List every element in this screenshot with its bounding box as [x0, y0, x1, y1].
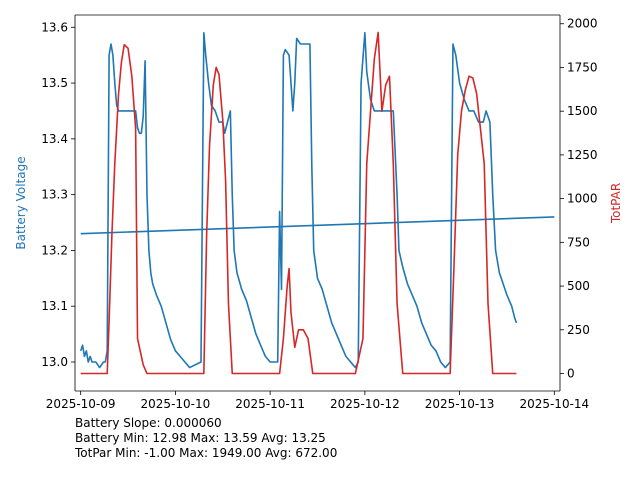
right-y-tick-label: 500: [567, 279, 590, 293]
right-y-tick-label: 0: [567, 367, 575, 381]
left-y-axis-label: Battery Voltage: [14, 156, 28, 249]
left-y-ticks: 13.0 13.1 13.2 13.3 13.4 13.5 13.6: [41, 20, 75, 369]
left-y-tick-label: 13.1: [41, 299, 68, 313]
plot-lines: [79, 31, 555, 375]
series-line-3: [80, 31, 517, 375]
right-y-ticks: 0 250 500 750 1000 1250 1500 1750 2000: [560, 17, 598, 381]
right-y-tick-label: 2000: [567, 17, 598, 31]
left-y-tick-label: 13.5: [41, 76, 68, 90]
left-y-tick-label: 13.0: [41, 355, 68, 369]
axes-frame: [74, 14, 561, 392]
x-tick-label: 2025-10-13: [425, 397, 495, 411]
stats-block: Battery Slope: 0.000060 Battery Min: 12.…: [75, 416, 337, 461]
left-y-tick-label: 13.6: [41, 20, 68, 34]
x-ticks: 2025-10-09 2025-10-10 2025-10-11 2025-10-12…: [46, 391, 589, 411]
x-tick-label: 2025-10-14: [519, 397, 589, 411]
x-tick-label: 2025-10-10: [141, 397, 211, 411]
series-line-2: [80, 216, 555, 235]
x-tick-label: 2025-10-12: [330, 397, 400, 411]
left-y-tick-label: 13.2: [41, 243, 68, 257]
battery-slope-text: Battery Slope: 0.000060: [75, 416, 222, 430]
right-y-tick-label: 1500: [567, 104, 598, 118]
totpar-stats-text: TotPar Min: -1.00 Max: 1949.00 Avg: 672.…: [75, 446, 338, 460]
right-y-axis-label: TotPAR: [609, 183, 623, 224]
battery-stats-text: Battery Min: 12.98 Max: 13.59 Avg: 13.25: [75, 431, 326, 445]
right-y-tick-label: 750: [567, 235, 590, 249]
series-line-1: [79, 32, 518, 369]
left-y-tick-label: 13.3: [41, 188, 68, 202]
x-tick-label: 2025-10-09: [46, 397, 116, 411]
left-y-tick-label: 13.4: [41, 132, 68, 146]
right-y-tick-label: 1750: [567, 60, 598, 74]
right-y-tick-label: 250: [567, 323, 590, 337]
x-tick-label: 2025-10-11: [235, 397, 305, 411]
right-y-tick-label: 1250: [567, 148, 598, 162]
right-y-tick-label: 1000: [567, 192, 598, 206]
